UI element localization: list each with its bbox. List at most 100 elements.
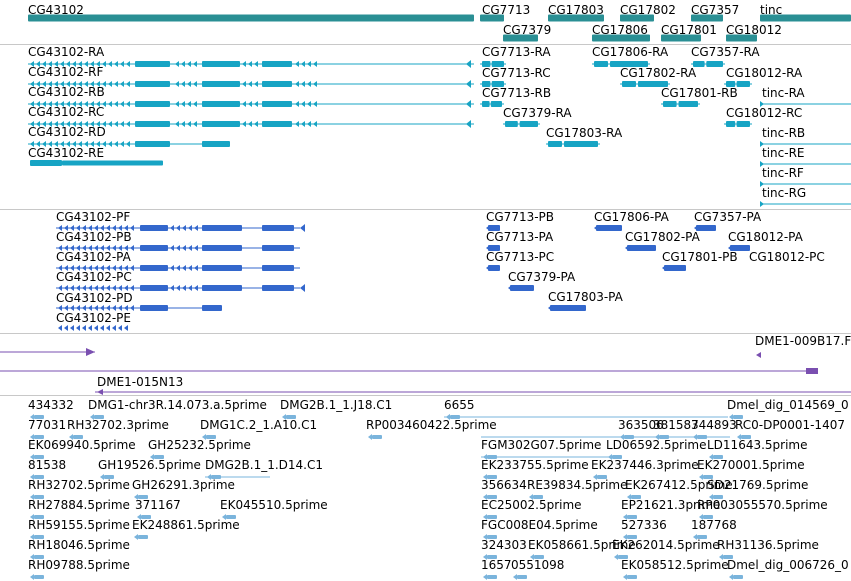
transcript-cg43102-rb[interactable] bbox=[108, 101, 112, 107]
transcript-cg43102-rb[interactable] bbox=[295, 101, 299, 107]
protein-cg17806-pa[interactable] bbox=[594, 225, 598, 231]
transcript-cg43102-rf[interactable] bbox=[84, 81, 88, 87]
protein-cg43102-pa[interactable] bbox=[64, 265, 68, 271]
transcript-cg43102-ra[interactable] bbox=[262, 61, 292, 67]
transcript-cg43102-rf[interactable] bbox=[114, 81, 118, 87]
est-feature-ek262014-5prime[interactable] bbox=[618, 555, 628, 559]
protein-cg43102-pa[interactable] bbox=[70, 265, 74, 271]
transcript-tinc-ra[interactable] bbox=[760, 103, 851, 105]
protein-cg43102-pa[interactable] bbox=[112, 265, 116, 271]
transcript-cg43102-ra[interactable] bbox=[54, 61, 58, 67]
gene-bar-cg18012[interactable] bbox=[726, 34, 757, 42]
est-feature-rh31136-5prime[interactable] bbox=[723, 555, 733, 559]
est-feature-sd21769-5prime[interactable] bbox=[713, 495, 723, 499]
transcript-cg43102-ra[interactable] bbox=[313, 61, 317, 67]
protein-cg43102-pb[interactable] bbox=[262, 245, 294, 251]
transcript-cg43102-rd[interactable] bbox=[102, 141, 106, 147]
transcript-cg43102-rc[interactable] bbox=[114, 121, 118, 127]
est-feature-356634[interactable] bbox=[483, 494, 487, 500]
transcript-cg43102-rc[interactable] bbox=[262, 121, 292, 127]
protein-cg43102-pf[interactable] bbox=[100, 225, 104, 231]
protein-cg43102-pf[interactable] bbox=[194, 225, 198, 231]
transcript-cg43102-rb[interactable] bbox=[181, 101, 185, 107]
transcript-cg43102-rb[interactable] bbox=[307, 101, 311, 107]
transcript-tinc-rg[interactable] bbox=[760, 201, 764, 207]
transcript-cg43102-rc[interactable] bbox=[42, 121, 46, 127]
transcript-cg43102-rc[interactable] bbox=[90, 121, 94, 127]
est-feature-rh27884-5prime[interactable] bbox=[30, 514, 34, 520]
protein-cg18012-pa[interactable] bbox=[730, 245, 750, 251]
transcript-cg43102-rb[interactable] bbox=[90, 101, 94, 107]
est-feature-ld11643-5prime[interactable] bbox=[709, 454, 713, 460]
transcript-cg43102-rf[interactable] bbox=[181, 81, 185, 87]
transcript-cg43102-ra[interactable] bbox=[181, 61, 185, 67]
est-feature-dmg2b-1-1-j18-c1[interactable] bbox=[286, 415, 296, 419]
clone-end-marker[interactable] bbox=[86, 348, 95, 356]
protein-cg43102-pe[interactable] bbox=[76, 325, 80, 331]
est-feature-ld06592-5prime[interactable] bbox=[612, 455, 622, 459]
protein-cg43102-pc[interactable] bbox=[176, 285, 180, 291]
transcript-cg43102-rd[interactable] bbox=[60, 141, 64, 147]
transcript-cg43102-ra[interactable] bbox=[202, 61, 240, 67]
protein-cg43102-pc[interactable] bbox=[82, 285, 86, 291]
transcript-cg43102-ra[interactable] bbox=[301, 61, 305, 67]
transcript-cg43102-rd[interactable] bbox=[202, 141, 230, 147]
transcript-cg43102-rd[interactable] bbox=[108, 141, 112, 147]
clone-line-dme1-015n13[interactable] bbox=[95, 391, 851, 393]
transcript-cg43102-rf[interactable] bbox=[48, 81, 52, 87]
protein-cg43102-pc[interactable] bbox=[182, 285, 186, 291]
protein-cg7713-pa[interactable] bbox=[486, 245, 490, 251]
est-line-fgm302[interactable] bbox=[481, 456, 612, 458]
protein-cg43102-pd[interactable] bbox=[112, 305, 116, 311]
transcript-cg43102-ra[interactable] bbox=[96, 61, 100, 67]
protein-cg43102-pa[interactable] bbox=[176, 265, 180, 271]
transcript-cg43102-rf[interactable] bbox=[262, 81, 292, 87]
transcript-cg43102-rc[interactable] bbox=[466, 120, 471, 128]
transcript-cg43102-rc[interactable] bbox=[187, 121, 191, 127]
transcript-tinc-rb[interactable] bbox=[760, 143, 851, 145]
protein-cg43102-pf[interactable] bbox=[94, 225, 98, 231]
protein-cg7357-pa[interactable] bbox=[696, 225, 716, 231]
transcript-cg43102-rf[interactable] bbox=[78, 81, 82, 87]
protein-cg43102-pc[interactable] bbox=[140, 285, 168, 291]
protein-cg43102-pf[interactable] bbox=[176, 225, 180, 231]
transcript-cg43102-rf[interactable] bbox=[102, 81, 106, 87]
protein-cg43102-pc[interactable] bbox=[70, 285, 74, 291]
transcript-cg43102-ra[interactable] bbox=[135, 61, 170, 67]
est-feature-dmel-dig-014569-0[interactable] bbox=[733, 415, 743, 419]
est-feature-ek233755-5prime[interactable] bbox=[487, 475, 497, 479]
transcript-cg43102-rc[interactable] bbox=[254, 121, 258, 127]
gene-bar-cg17806[interactable] bbox=[592, 34, 650, 42]
protein-cg43102-pc[interactable] bbox=[300, 284, 305, 292]
protein-cg43102-pc[interactable] bbox=[106, 285, 110, 291]
transcript-cg43102-rb[interactable] bbox=[262, 101, 292, 107]
transcript-cg43102-rc[interactable] bbox=[84, 121, 88, 127]
transcript-cg17806-ra[interactable] bbox=[593, 61, 597, 67]
transcript-cg43102-rf[interactable] bbox=[295, 81, 299, 87]
transcript-cg17801-rb[interactable] bbox=[662, 101, 666, 107]
protein-cg43102-pf[interactable] bbox=[118, 225, 122, 231]
transcript-cg43102-ra[interactable] bbox=[175, 61, 179, 67]
transcript-cg17806-ra[interactable] bbox=[594, 61, 608, 67]
transcript-cg43102-rb[interactable] bbox=[96, 101, 100, 107]
protein-cg17803-pa[interactable] bbox=[548, 305, 552, 311]
transcript-cg43102-rb[interactable] bbox=[242, 101, 246, 107]
est-feature-rh18046-5prime[interactable] bbox=[34, 555, 44, 559]
transcript-cg43102-rd[interactable] bbox=[48, 141, 52, 147]
protein-cg43102-pf[interactable] bbox=[170, 225, 174, 231]
transcript-cg43102-rf[interactable] bbox=[466, 80, 471, 88]
est-feature-gh26291-3prime[interactable] bbox=[134, 494, 138, 500]
est-feature-371167[interactable] bbox=[137, 514, 141, 520]
protein-cg43102-pf[interactable] bbox=[76, 225, 80, 231]
protein-cg17801-pb[interactable] bbox=[664, 265, 686, 271]
protein-cg43102-pa[interactable] bbox=[94, 265, 98, 271]
est-feature-rh18046-5prime[interactable] bbox=[30, 554, 34, 560]
protein-cg43102-pe[interactable] bbox=[106, 325, 110, 331]
protein-cg17806-pa[interactable] bbox=[596, 225, 622, 231]
est-line-rp003460422[interactable] bbox=[481, 436, 730, 438]
gene-bar-cg43102[interactable] bbox=[28, 14, 474, 22]
protein-cg7379-pa[interactable] bbox=[510, 285, 534, 291]
transcript-cg43102-ra[interactable] bbox=[248, 61, 252, 67]
est-feature-rc0-dp0001-1407[interactable] bbox=[737, 434, 741, 440]
est-feature-ec25002-5prime[interactable] bbox=[487, 515, 497, 519]
